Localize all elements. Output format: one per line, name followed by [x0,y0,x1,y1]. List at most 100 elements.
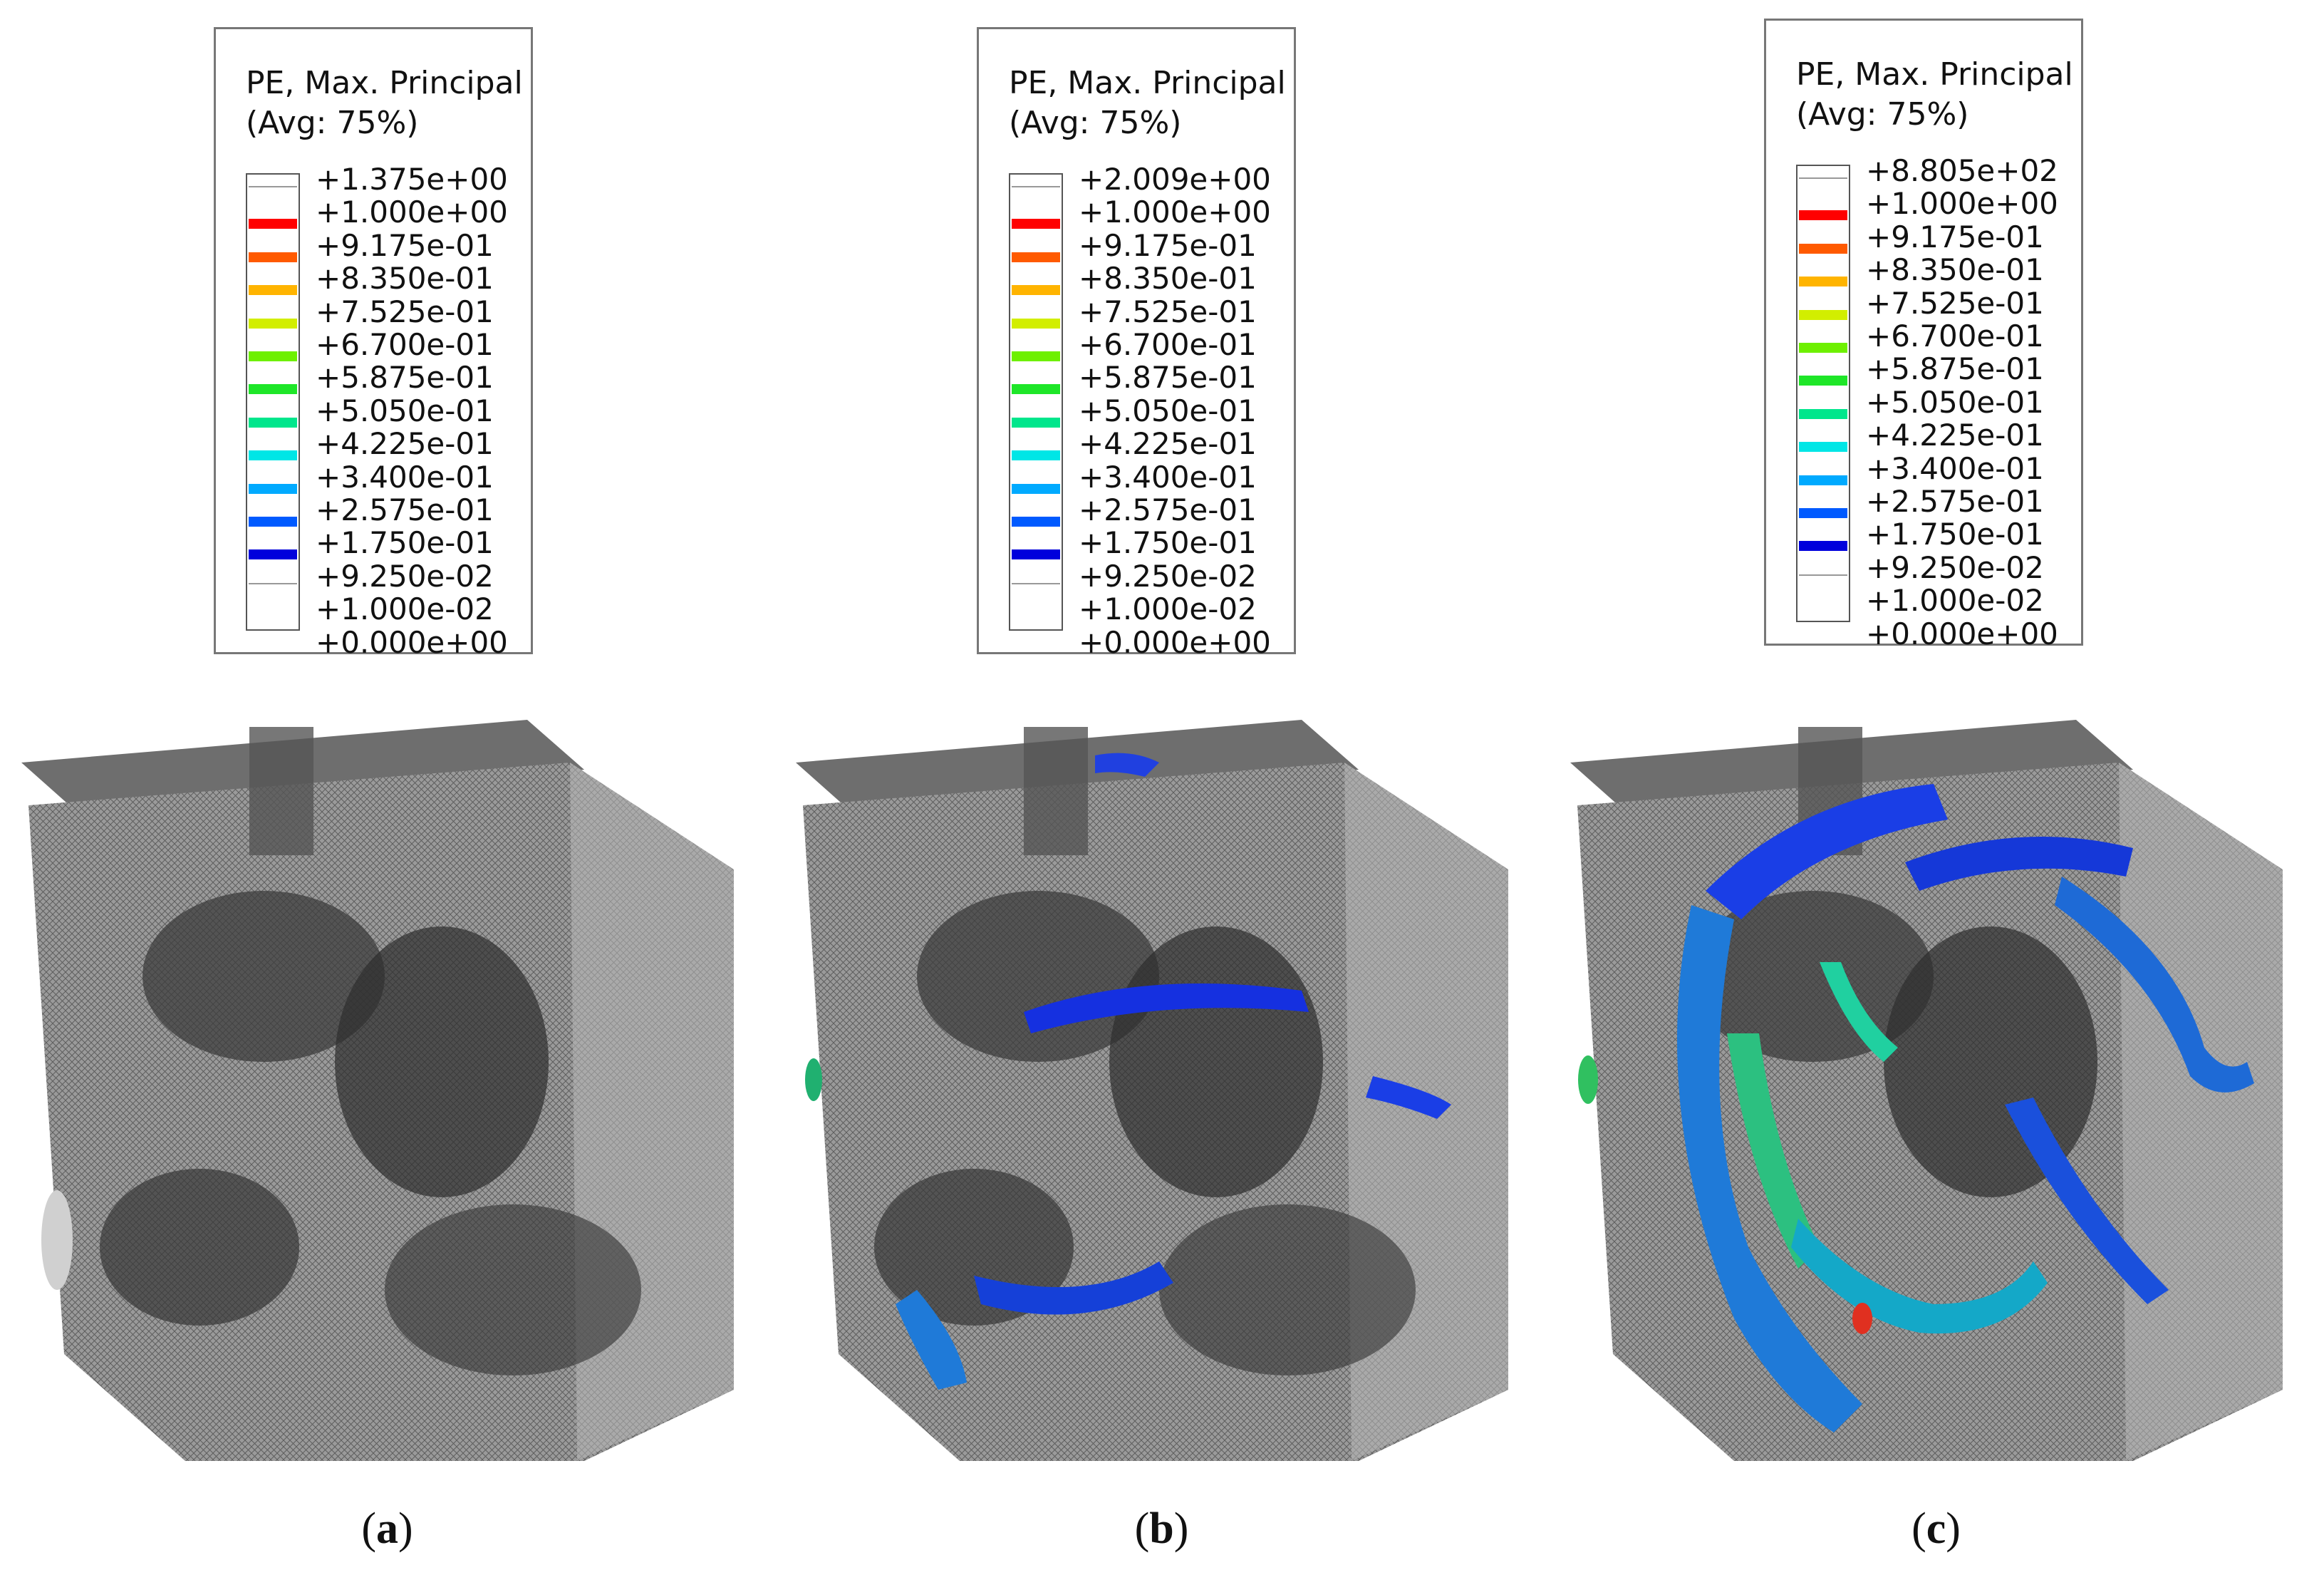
legend-swatch [249,384,297,395]
panel-caption: (a) [361,1504,413,1553]
legend-swatch [1012,517,1060,527]
legend-label: +4.225e-01 [316,426,494,462]
pore [41,1190,73,1290]
legend-swatch [249,318,297,329]
legend-swatch [1012,450,1060,461]
legend-swatch [1799,442,1847,453]
legend-swatch [1012,285,1060,296]
legend-title: PE, Max. Principal (Avg: 75%) [246,65,523,141]
legend-label: +2.575e-01 [1866,484,2044,520]
pore [1109,926,1323,1197]
legend-swatch [1012,417,1060,428]
legend-swatch [1799,210,1847,221]
legend-label: +5.050e-01 [316,393,494,428]
legend-label: +5.875e-01 [1079,360,1257,396]
panel-caption: (b) [1134,1504,1189,1553]
legend-swatch [249,351,297,361]
legend-title: PE, Max. Principal (Avg: 75%) [1796,56,2073,133]
strain-region [1677,905,1862,1432]
legend-swatch [1799,475,1847,485]
legend-swatch [1799,177,1847,189]
strain-region [974,1261,1173,1315]
legend-swatch [1799,243,1847,254]
legend-label: +2.575e-01 [1079,492,1257,528]
legend-swatch [249,582,297,594]
legend-label: +2.009e+00 [1079,162,1271,197]
panel-caption: (c) [1911,1504,1961,1553]
strain-region [1578,1055,1598,1104]
pore [385,1204,641,1375]
legend-box: PE, Max. Principal (Avg: 75%) +8.805e+02… [1764,19,2083,651]
pore [1159,1204,1416,1375]
pore [1691,891,1934,1062]
pore [917,891,1159,1062]
legend-swatch [1799,541,1847,552]
strain-region [1706,784,1948,919]
legend-labels: +8.805e+02 +1.000e+00 +9.175e-01 +8.350e… [1866,153,2058,651]
legend-swatch [1012,351,1060,361]
fe-mesh-model [21,720,734,1461]
strain-region [805,1058,822,1101]
legend-label: +1.750e-01 [316,525,494,561]
fe-mesh-model [1570,720,2283,1461]
legend-label: +9.250e-02 [316,558,494,594]
figure-panel-a: PE, Max. Principal (Avg: 75%) +1.375e+00… [0,0,774,1575]
legend-label: +8.805e+02 [1866,153,2058,188]
legend-swatch [249,450,297,461]
pore [100,1169,299,1326]
legend-box: PE, Max. Principal (Avg: 75%) +1.375e+00… [214,27,533,659]
legend-label: +4.225e-01 [1079,426,1257,462]
strut [1024,727,1088,855]
legend-swatch [1799,376,1847,386]
legend-label: +9.175e-01 [1866,219,2044,254]
legend-swatch [1012,483,1060,494]
legend-color-bar [246,173,300,631]
strain-region [2005,1098,2169,1304]
side-face [2119,763,2283,1461]
legend-swatch [1799,408,1847,419]
legend-label: +7.525e-01 [1079,294,1257,329]
legend-label: +5.875e-01 [316,360,494,396]
legend-label: +1.750e-01 [1079,525,1257,561]
legend-swatch [1012,219,1060,229]
legend-labels: +1.375e+00 +1.000e+00 +9.175e-01 +8.350e… [316,162,508,659]
legend-label: +8.350e-01 [1079,261,1257,296]
legend-swatch [1012,186,1060,197]
strain-region [1820,962,1898,1062]
legend-label: +1.000e-02 [316,592,494,627]
legend-swatch [249,186,297,197]
legend-label: +9.175e-01 [316,227,494,263]
legend-label: +4.225e-01 [1866,418,2044,453]
legend-label: +5.875e-01 [1866,351,2044,387]
legend-swatch [1799,508,1847,518]
legend-swatch [1799,277,1847,287]
legend-swatch [249,549,297,560]
strain-region [2055,877,2254,1093]
strain-region [1905,837,2133,891]
legend-swatch [1012,252,1060,262]
legend-label: +6.700e-01 [1079,327,1257,363]
legend-label: +6.700e-01 [316,327,494,363]
legend-label: +0.000e+00 [1866,616,2058,651]
legend-labels: +2.009e+00 +1.000e+00 +9.175e-01 +8.350e… [1079,162,1271,659]
strut [249,727,313,855]
legend-label: +8.350e-01 [316,261,494,296]
fe-mesh-model [796,720,1508,1461]
legend-label: +1.000e-02 [1079,592,1257,627]
legend-label: +9.175e-01 [1079,227,1257,263]
legend-label: +1.000e+00 [316,195,508,230]
legend-label: +5.050e-01 [1866,384,2044,420]
legend-swatch [1012,384,1060,395]
legend-swatch [1799,309,1847,320]
legend-label: +9.250e-02 [1079,558,1257,594]
legend-label: +2.575e-01 [316,492,494,528]
strain-region [1791,1219,2048,1334]
legend-label: +6.700e-01 [1866,319,2044,354]
legend-swatch [249,285,297,296]
strain-region [1727,1033,1820,1269]
legend-color-bar [1009,173,1063,631]
legend-label: +7.525e-01 [316,294,494,329]
legend-label: +3.400e-01 [1866,450,2044,486]
legend-swatch [249,517,297,527]
legend-label: +7.525e-01 [1866,285,2044,321]
